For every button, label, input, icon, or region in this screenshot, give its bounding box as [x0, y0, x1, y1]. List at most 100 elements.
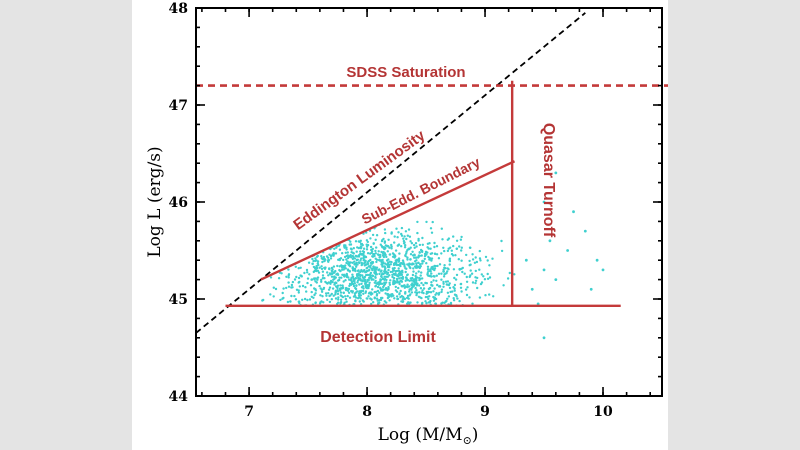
data-point: [371, 274, 374, 277]
data-point: [366, 262, 370, 266]
data-point: [417, 237, 420, 241]
data-point: [422, 287, 426, 290]
data-point: [406, 258, 409, 261]
data-point: [361, 250, 365, 253]
data-point: [442, 285, 445, 288]
data-point: [465, 275, 468, 279]
outlier-point: [601, 268, 605, 272]
data-point: [369, 264, 372, 267]
data-point: [361, 263, 364, 266]
outlier-point: [589, 287, 593, 291]
data-point: [387, 285, 390, 289]
data-point: [379, 282, 382, 285]
data-point: [322, 301, 325, 304]
data-point: [387, 293, 390, 296]
data-point: [328, 286, 332, 289]
data-point: [399, 279, 402, 282]
left-blur-panel: [0, 0, 132, 450]
data-point: [289, 300, 292, 303]
data-point: [365, 245, 369, 248]
data-point: [341, 284, 344, 287]
data-point: [424, 253, 427, 256]
x-tick-label: 9: [480, 404, 490, 420]
data-point: [452, 235, 455, 238]
data-point: [448, 282, 451, 285]
data-point: [413, 281, 416, 284]
data-point: [281, 291, 284, 295]
data-point: [338, 276, 341, 279]
data-point: [440, 252, 443, 255]
data-point: [367, 269, 370, 272]
data-point: [404, 244, 407, 247]
data-point: [429, 268, 432, 271]
data-point: [364, 290, 368, 293]
data-point: [352, 247, 355, 250]
data-point: [394, 263, 397, 266]
data-point: [344, 297, 348, 301]
data-point: [484, 294, 487, 297]
data-point: [366, 252, 370, 255]
data-point: [452, 297, 455, 300]
data-point: [408, 294, 411, 297]
data-point: [403, 265, 406, 268]
data-point: [349, 261, 352, 264]
data-point: [375, 234, 379, 237]
data-point: [421, 289, 424, 292]
data-point: [344, 264, 347, 267]
data-point: [484, 255, 488, 259]
data-point: [370, 267, 374, 271]
data-point: [369, 297, 372, 300]
y-tick-label: 45: [169, 292, 188, 308]
data-point: [397, 267, 400, 270]
data-point: [389, 270, 392, 274]
data-point: [279, 298, 282, 302]
data-point: [414, 291, 417, 294]
data-point: [345, 258, 348, 261]
data-point: [341, 295, 345, 299]
data-point: [476, 286, 479, 290]
data-point: [427, 301, 430, 304]
data-point: [418, 291, 421, 294]
data-point: [375, 293, 379, 296]
data-point: [440, 288, 444, 291]
data-point: [382, 253, 385, 256]
data-point: [380, 275, 383, 278]
data-point: [393, 241, 396, 244]
data-point: [427, 270, 430, 273]
data-point: [404, 270, 407, 274]
data-point: [385, 259, 389, 262]
data-point: [460, 249, 463, 252]
data-point: [338, 287, 342, 290]
data-point: [287, 268, 290, 271]
data-point: [337, 296, 340, 299]
data-point: [404, 276, 408, 279]
data-point: [353, 277, 356, 281]
data-point: [464, 288, 468, 291]
data-point: [398, 282, 401, 286]
data-point: [435, 253, 439, 256]
data-point: [306, 277, 310, 280]
data-point: [316, 276, 320, 279]
data-point: [335, 246, 338, 249]
data-point: [316, 254, 319, 258]
data-point: [388, 299, 391, 302]
data-point: [374, 284, 378, 288]
data-point: [375, 266, 379, 269]
data-point: [513, 273, 516, 276]
data-point: [374, 252, 377, 255]
data-point: [420, 281, 423, 285]
data-point: [458, 268, 461, 271]
data-point: [325, 255, 329, 258]
data-point: [320, 257, 323, 260]
data-point: [379, 270, 382, 273]
data-point: [381, 272, 384, 275]
data-point: [306, 298, 309, 302]
data-point: [383, 272, 386, 275]
data-point: [406, 283, 409, 286]
data-point: [341, 264, 345, 268]
data-point: [314, 288, 317, 291]
data-point: [306, 281, 309, 285]
data-point: [311, 257, 314, 261]
data-point: [383, 241, 386, 244]
data-point: [300, 275, 303, 278]
